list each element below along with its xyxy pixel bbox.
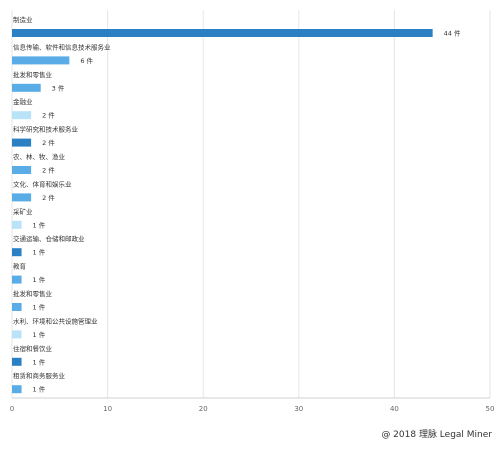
category-label: 批发和零售业 bbox=[13, 70, 53, 79]
bar bbox=[12, 220, 22, 229]
category-label: 信息传输、软件和信息技术服务业 bbox=[13, 42, 111, 51]
x-tick-label: 0 bbox=[10, 405, 14, 413]
x-tick-label: 40 bbox=[390, 405, 399, 413]
value-label: 44 件 bbox=[444, 29, 461, 38]
bar bbox=[12, 111, 32, 120]
x-tick-label: 20 bbox=[199, 405, 208, 413]
category-label: 交通运输、仓储和邮政业 bbox=[13, 234, 85, 243]
x-tick-label: 10 bbox=[103, 405, 112, 413]
category-label: 批发和零售业 bbox=[13, 289, 53, 298]
bar bbox=[12, 385, 22, 394]
bar bbox=[12, 275, 22, 284]
value-label: 3 件 bbox=[52, 83, 65, 92]
category-label: 文化、体育和娱乐业 bbox=[13, 179, 72, 188]
bar bbox=[12, 166, 32, 174]
bar bbox=[12, 193, 32, 202]
value-label: 6 件 bbox=[80, 56, 93, 65]
bar bbox=[12, 357, 22, 366]
bar bbox=[12, 138, 32, 147]
category-label: 水利、环境和公共设施管理业 bbox=[13, 316, 98, 325]
value-label: 1 件 bbox=[33, 357, 46, 366]
category-label: 教育 bbox=[13, 262, 27, 271]
value-label: 2 件 bbox=[42, 193, 55, 202]
value-label: 1 件 bbox=[33, 330, 46, 339]
bar bbox=[12, 248, 22, 257]
category-label: 住宿和餐饮业 bbox=[13, 344, 53, 353]
bar bbox=[12, 56, 70, 65]
category-label: 科学研究和技术服务业 bbox=[13, 125, 79, 134]
value-label: 2 件 bbox=[42, 138, 55, 147]
category-label: 金融业 bbox=[13, 97, 33, 106]
category-label: 制造业 bbox=[13, 15, 33, 24]
value-label: 1 件 bbox=[33, 220, 46, 229]
x-tick-label: 50 bbox=[486, 405, 495, 413]
bar bbox=[12, 29, 433, 37]
value-label: 2 件 bbox=[42, 166, 55, 175]
value-label: 1 件 bbox=[33, 248, 46, 257]
bar bbox=[12, 330, 22, 339]
category-label: 租赁和商务服务业 bbox=[13, 371, 66, 380]
x-tick-label: 30 bbox=[294, 405, 303, 413]
bar bbox=[12, 83, 41, 92]
category-label: 农、林、牧、渔业 bbox=[13, 152, 66, 161]
bar bbox=[12, 303, 22, 311]
value-label: 1 件 bbox=[33, 303, 46, 312]
copyright-credit: @ 2018 理脉 Legal Miner bbox=[381, 430, 492, 440]
value-label: 2 件 bbox=[42, 111, 55, 120]
value-label: 1 件 bbox=[33, 385, 46, 394]
category-label: 采矿业 bbox=[13, 207, 33, 216]
value-label: 1 件 bbox=[33, 275, 46, 284]
